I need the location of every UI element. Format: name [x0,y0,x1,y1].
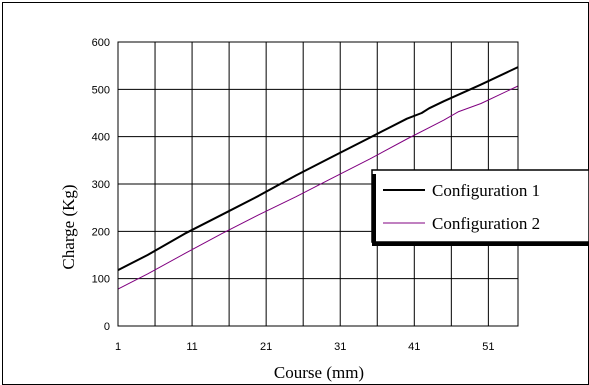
legend-box-shadow-side [372,174,376,246]
legend-label-configuration-2: Configuration 2 [432,214,540,233]
x-tick-labels: 1 11 21 31 41 51 [115,341,495,353]
y-tick-label: 600 [92,37,110,49]
y-axis-label: Charge (Kg) [59,184,78,269]
x-tick-label: 21 [260,341,272,353]
x-tick-label: 11 [186,341,197,353]
y-tick-label: 100 [92,274,110,286]
x-tick-label: 41 [408,341,420,353]
y-tick-label: 200 [92,226,110,238]
y-tick-label: 500 [92,84,110,96]
x-tick-label: 31 [334,341,346,353]
x-tick-label: 1 [115,341,121,353]
x-axis-label: Course (mm) [274,363,364,382]
y-tick-label: 0 [104,321,110,333]
legend-label-configuration-1: Configuration 1 [432,181,540,200]
series-line-configuration-1 [117,66,519,271]
y-tick-label: 300 [92,179,110,191]
legend-box [371,169,589,243]
x-tick-label: 51 [482,341,494,353]
y-tick-label: 400 [92,132,110,144]
series-line-configuration-2 [117,85,519,290]
y-tick-labels: 0 100 200 300 400 500 600 [92,37,110,333]
series-lines [117,66,519,290]
legend: Configuration 1 Configuration 2 [371,169,589,246]
legend-box-shadow [376,242,589,246]
